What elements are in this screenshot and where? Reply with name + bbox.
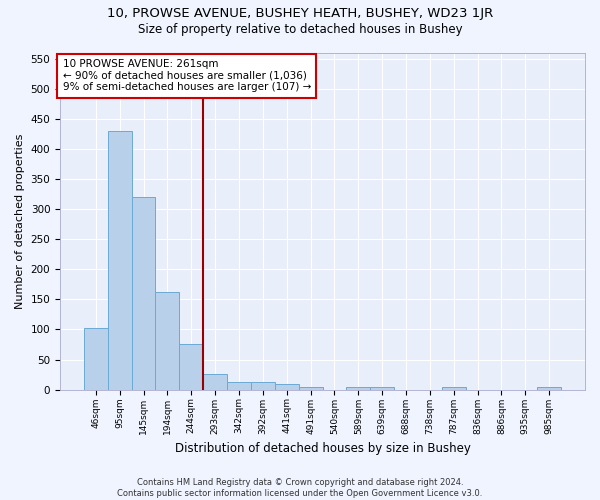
Bar: [275, 384, 299, 390]
Bar: [84, 328, 108, 390]
Bar: [442, 386, 466, 390]
Text: 10 PROWSE AVENUE: 261sqm
← 90% of detached houses are smaller (1,036)
9% of semi: 10 PROWSE AVENUE: 261sqm ← 90% of detach…: [62, 59, 311, 92]
Bar: [203, 374, 227, 390]
Bar: [179, 344, 203, 390]
Bar: [370, 386, 394, 390]
Bar: [131, 197, 155, 390]
Bar: [299, 386, 323, 390]
Bar: [227, 382, 251, 390]
Text: Size of property relative to detached houses in Bushey: Size of property relative to detached ho…: [137, 22, 463, 36]
X-axis label: Distribution of detached houses by size in Bushey: Distribution of detached houses by size …: [175, 442, 470, 455]
Text: 10, PROWSE AVENUE, BUSHEY HEATH, BUSHEY, WD23 1JR: 10, PROWSE AVENUE, BUSHEY HEATH, BUSHEY,…: [107, 8, 493, 20]
Y-axis label: Number of detached properties: Number of detached properties: [15, 134, 25, 309]
Bar: [251, 382, 275, 390]
Bar: [537, 386, 561, 390]
Bar: [155, 292, 179, 390]
Bar: [108, 131, 131, 390]
Bar: [346, 386, 370, 390]
Text: Contains HM Land Registry data © Crown copyright and database right 2024.
Contai: Contains HM Land Registry data © Crown c…: [118, 478, 482, 498]
